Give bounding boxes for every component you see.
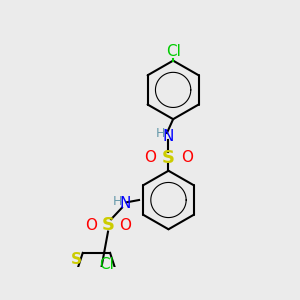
Text: O: O <box>85 218 97 233</box>
Text: Cl: Cl <box>99 257 114 272</box>
Text: H: H <box>112 195 122 208</box>
Text: O: O <box>119 218 131 233</box>
Text: N: N <box>163 129 174 144</box>
Text: S: S <box>162 149 175 167</box>
Text: S: S <box>101 216 115 234</box>
Text: S: S <box>71 252 82 267</box>
Text: O: O <box>144 150 156 165</box>
Text: Cl: Cl <box>166 44 181 59</box>
Text: N: N <box>119 196 131 211</box>
Text: H: H <box>156 127 165 140</box>
Text: O: O <box>181 150 193 165</box>
